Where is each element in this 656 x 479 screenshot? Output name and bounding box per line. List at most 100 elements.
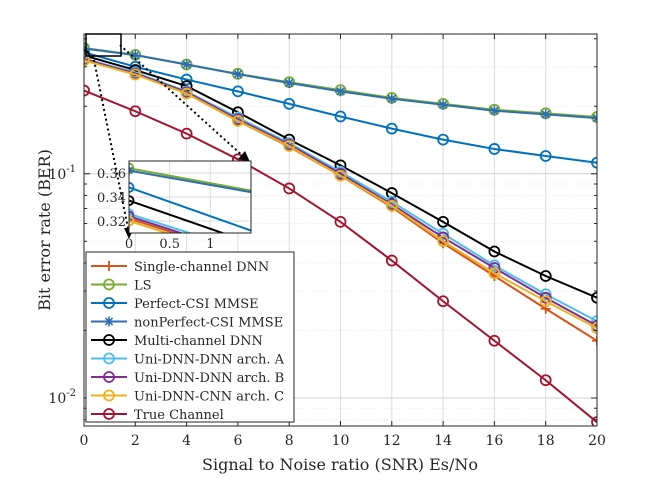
circle-marker [129, 105, 142, 118]
star-marker [232, 69, 243, 80]
inset-series-line [129, 220, 171, 233]
inset-series [129, 162, 251, 233]
circle-marker [103, 278, 115, 291]
inset-series-line [129, 169, 251, 194]
x-tick-label: 2 [131, 433, 140, 449]
legend-entry: True Channel [91, 408, 224, 423]
circle-marker [385, 254, 398, 267]
legend-entry: Single-channel DNN [91, 260, 269, 275]
circle-marker [539, 295, 552, 308]
x-tick-label: 6 [233, 433, 242, 449]
circle-marker [334, 215, 347, 228]
circle-marker [437, 215, 450, 228]
x-tick-label: 0 [80, 433, 89, 449]
series-line [84, 59, 597, 329]
inset-x-tick-label: 1 [206, 237, 214, 252]
star-marker [335, 86, 346, 97]
circle-marker [103, 334, 115, 346]
x-tick-label: 12 [383, 433, 401, 449]
star-marker [489, 105, 500, 116]
inset-series-line [129, 199, 226, 233]
circle-marker [84, 54, 90, 67]
inset-zoom: 0 0.5 1 0.32 0.34 0.36 [97, 160, 252, 252]
circle-marker [334, 110, 347, 123]
star-marker [438, 99, 449, 110]
star-marker [284, 77, 295, 88]
legend-label: Multi-channel DNN [134, 334, 263, 349]
zoom-arrow-1 [92, 54, 130, 234]
legend-entry: Uni-DNN-CNN arch. C [91, 390, 284, 405]
circle-marker [591, 416, 597, 426]
inset-x-tick-label: 0.5 [159, 237, 180, 252]
inset-series-line [129, 167, 251, 192]
legend-label: Single-channel DNN [134, 260, 269, 275]
circle-marker [283, 97, 296, 110]
x-axis-label: Signal to Noise ratio (SNR) Es/No [202, 455, 478, 474]
series-line [84, 58, 597, 327]
circle-marker [180, 73, 193, 86]
inset-series-line [129, 215, 184, 233]
inset-ticks: 0 0.5 1 0.32 0.34 0.36 [97, 167, 214, 252]
circle-marker [488, 334, 501, 347]
circle-marker [488, 245, 501, 258]
circle-marker [103, 352, 115, 365]
legend-label: nonPerfect-CSI MMSE [134, 316, 283, 331]
circle-marker [129, 215, 135, 227]
y-tick-label: 10-2 [48, 388, 76, 407]
legend-label: Uni-DNN-CNN arch. C [134, 390, 284, 405]
inset-y-tick-label: 0.36 [97, 167, 126, 182]
x-tick-label: 20 [588, 433, 606, 449]
inset-x-tick-label: 0 [125, 237, 133, 252]
circle-marker [283, 182, 296, 195]
star-marker [104, 316, 114, 327]
series-line [84, 54, 597, 299]
x-tick-label: 10 [332, 433, 350, 449]
circle-marker [84, 84, 90, 97]
circle-marker [231, 85, 244, 98]
legend-entry: nonPerfect-CSI MMSE [91, 316, 283, 331]
circle-marker [180, 87, 193, 100]
x-tick-label: 14 [434, 433, 452, 449]
inset-series-line [129, 217, 178, 233]
circle-marker [283, 140, 296, 152]
legend: Single-channel DNN LS Perfect-CSI MMSE nonP… [85, 251, 295, 423]
circle-marker [539, 270, 552, 282]
circle-marker [129, 195, 135, 206]
circle-marker [129, 210, 135, 222]
circle-marker [437, 295, 450, 308]
star-marker [130, 50, 141, 61]
circle-marker [591, 156, 597, 169]
x-tick-label: 4 [182, 433, 191, 449]
circle-marker [180, 127, 193, 140]
circle-marker [103, 389, 115, 402]
circle-marker [539, 374, 552, 387]
inset-y-tick-label: 0.32 [97, 215, 126, 230]
legend-entry: Perfect-CSI MMSE [91, 297, 259, 312]
x-tick-label: 16 [485, 433, 503, 449]
circle-marker [488, 143, 501, 155]
star-marker [386, 93, 397, 104]
circle-marker [539, 150, 552, 162]
series-line [84, 51, 597, 164]
legend-label: Perfect-CSI MMSE [134, 297, 259, 312]
legend-entry: Uni-DNN-DNN arch. B [91, 371, 284, 386]
circle-marker [591, 322, 597, 334]
zoom-arrowhead-2 [238, 151, 250, 162]
legend-entry: Uni-DNN-DNN arch. A [91, 353, 285, 368]
circle-marker [129, 68, 142, 81]
circle-marker [103, 371, 115, 383]
circle-marker [437, 133, 450, 146]
circle-marker [129, 182, 135, 193]
legend-entry: LS [91, 279, 152, 294]
y-tick-label: 10-1 [48, 164, 76, 183]
circle-marker [103, 297, 115, 309]
circle-marker [334, 169, 347, 182]
series-line [84, 89, 597, 423]
star-marker [181, 59, 192, 70]
circle-marker [437, 235, 450, 248]
x-tick-label: 18 [537, 433, 555, 449]
legend-label: Uni-DNN-DNN arch. A [134, 353, 285, 368]
circle-marker [591, 291, 597, 304]
plus-marker [104, 261, 114, 271]
